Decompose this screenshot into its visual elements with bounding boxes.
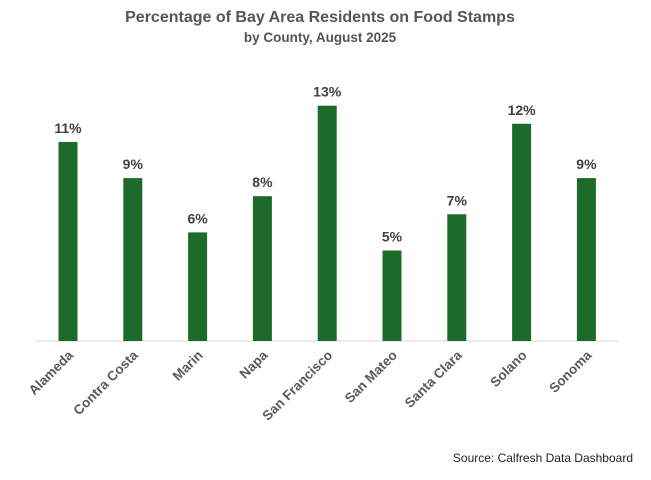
data-label-alameda: 11% (54, 120, 82, 136)
x-tick-label-marin: Marin (170, 348, 206, 384)
data-labels-group: 11% 9% 6% 8% 13% 5% 7% 12% 9% (54, 84, 597, 245)
bar-alameda (58, 141, 78, 341)
data-label-san-mateo: 5% (382, 229, 403, 245)
data-label-sonoma: 9% (576, 156, 597, 172)
bar-contra-costa (123, 178, 143, 341)
bar-solano (512, 123, 532, 341)
x-tick-label-contra-costa: Contra Costa (70, 347, 141, 418)
data-label-marin: 6% (187, 210, 208, 226)
chart-subtitle: by County, August 2025 (244, 30, 397, 45)
bar-santa-clara (447, 214, 467, 341)
data-label-san-francisco: 13% (313, 84, 342, 100)
data-label-contra-costa: 9% (123, 156, 144, 172)
x-tick-label-san-mateo: San Mateo (342, 348, 400, 406)
bar-san-mateo (382, 250, 402, 341)
bar-marin (188, 232, 208, 341)
x-tick-label-santa-clara: Santa Clara (402, 347, 465, 410)
x-tick-label-napa: Napa (237, 347, 271, 381)
x-tick-label-san-francisco: San Francisco (259, 348, 335, 424)
bar-san-francisco (317, 105, 337, 341)
data-label-solano: 12% (508, 102, 537, 118)
x-tick-label-alameda: Alameda (26, 347, 77, 398)
data-label-napa: 8% (252, 174, 273, 190)
bars-group (58, 105, 596, 341)
x-tick-label-sonoma: Sonoma (546, 347, 595, 396)
bar-sonoma (576, 178, 596, 341)
chart-title: Percentage of Bay Area Residents on Food… (125, 9, 515, 26)
x-tick-label-solano: Solano (487, 348, 529, 390)
source-note: Source: Calfresh Data Dashboard (453, 451, 633, 465)
data-label-santa-clara: 7% (447, 192, 468, 208)
bar-napa (252, 196, 272, 341)
